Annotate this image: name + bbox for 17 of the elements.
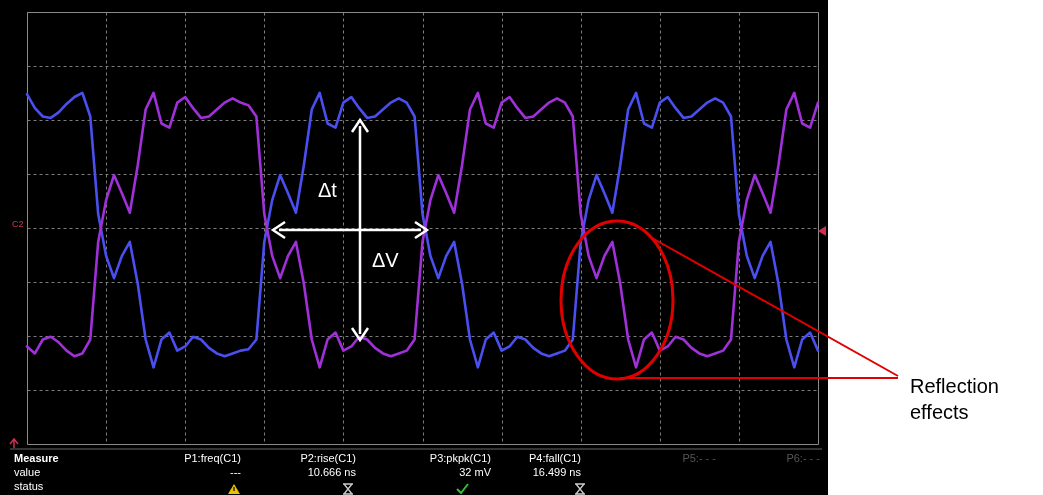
text: P4:fall(C1) xyxy=(529,452,581,464)
text: Reflection effects xyxy=(910,374,1000,425)
text: P1:freq(C1) xyxy=(184,452,241,464)
text: Measure xyxy=(14,452,59,464)
text: P3:pkpk(C1) xyxy=(429,452,491,464)
text: P2:rise(C1) xyxy=(300,452,356,464)
text: 32 mV xyxy=(459,466,491,478)
text: 16.499 ns xyxy=(532,466,581,478)
annotation: ΔV xyxy=(372,249,399,271)
text: --- xyxy=(230,466,241,478)
text: C2 xyxy=(12,219,24,229)
text: status xyxy=(14,480,44,492)
text: P5:- - - xyxy=(682,452,716,464)
text: 10.666 ns xyxy=(307,466,356,478)
text: value xyxy=(14,466,41,478)
text: P6:- - - xyxy=(786,452,820,464)
annotation: Δt xyxy=(318,179,337,201)
